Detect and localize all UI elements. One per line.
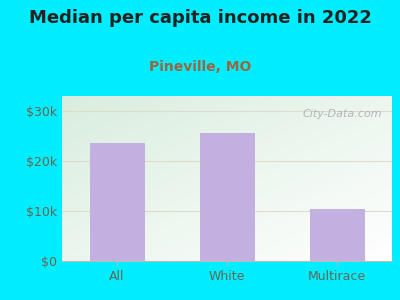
Bar xyxy=(310,208,364,261)
Text: Median per capita income in 2022: Median per capita income in 2022 xyxy=(28,9,372,27)
Bar xyxy=(90,143,144,261)
Text: Pineville, MO: Pineville, MO xyxy=(149,60,251,74)
Bar xyxy=(200,134,254,261)
Text: City-Data.com: City-Data.com xyxy=(302,109,382,119)
